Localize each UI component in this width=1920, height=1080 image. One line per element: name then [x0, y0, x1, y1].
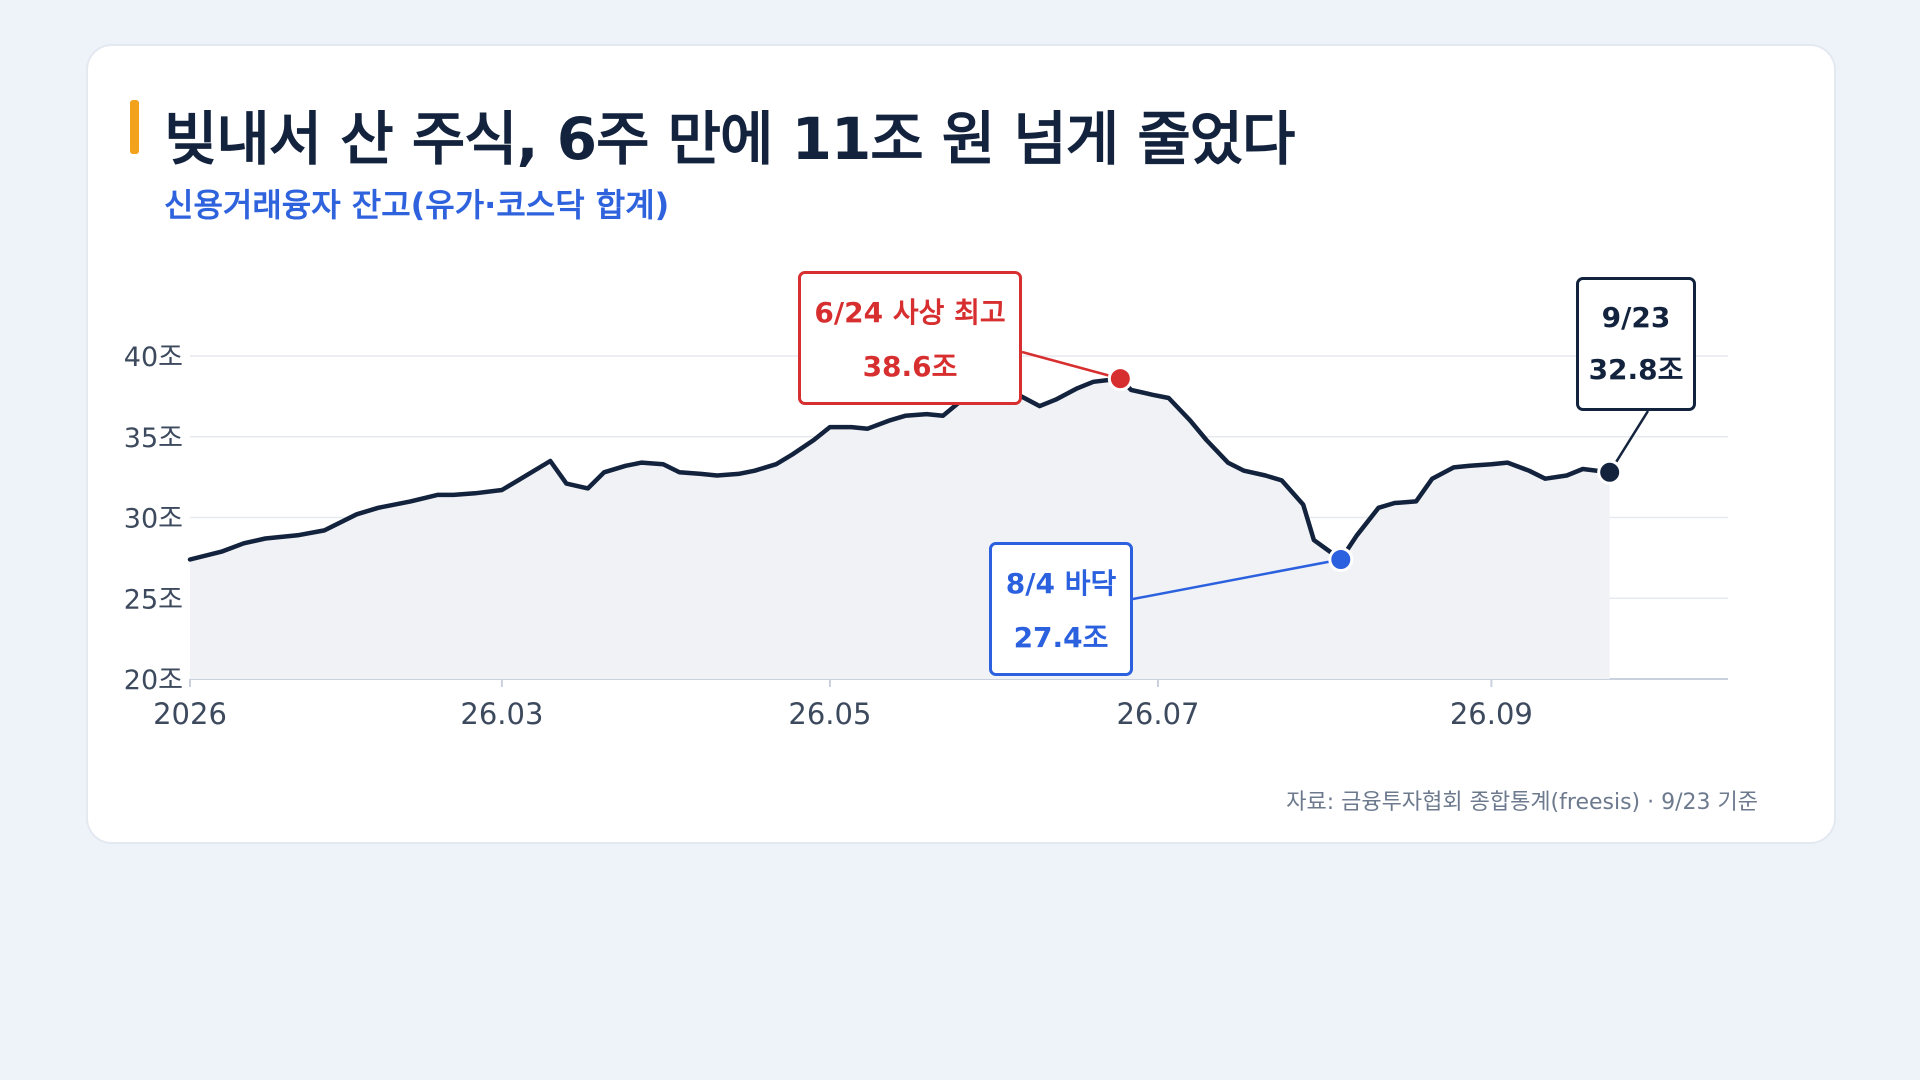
- y-tick-label: 35조: [124, 423, 183, 454]
- x-tick-label: 26.05: [788, 697, 871, 731]
- x-tick-label: 26.03: [460, 697, 543, 731]
- x-tick-label: 26.07: [1116, 697, 1199, 731]
- title-accent-bar: [130, 100, 139, 154]
- low-marker-point: [1328, 546, 1354, 572]
- peak-callout-label: 6/24 사상 최고: [814, 296, 1006, 329]
- peak-marker-point: [1107, 366, 1133, 392]
- latest-callout: 9/23 32.8조: [1576, 277, 1696, 411]
- low-callout: 8/4 바닥 27.4조: [989, 542, 1133, 676]
- y-tick-label: 40조: [124, 342, 183, 373]
- x-tick-label: 2026: [153, 697, 227, 731]
- latest-callout-value: 32.8조: [1588, 352, 1684, 386]
- peak-callout-value: 38.6조: [862, 350, 958, 383]
- source-note: 자료: 금융투자협회 종합통계(freesis) · 9/23 기준: [1286, 790, 1758, 815]
- chart-subtitle: 신용거래융자 잔고(유가·코스닥 합계): [164, 186, 670, 224]
- low-callout-value: 27.4조: [1013, 621, 1109, 654]
- low-connector-line: [1132, 558, 1342, 601]
- last-marker-point: [1597, 459, 1623, 485]
- peak-callout: 6/24 사상 최고 38.6조: [798, 271, 1022, 405]
- series-line: [187, 376, 1612, 562]
- low-callout-label: 8/4 바닥: [1005, 567, 1117, 600]
- y-tick-label: 30조: [124, 504, 183, 535]
- y-tick-label: 25조: [124, 584, 183, 615]
- series-area: [190, 378, 1610, 679]
- y-tick-label: 20조: [124, 665, 183, 696]
- x-tick-label: 26.09: [1450, 697, 1533, 731]
- latest-callout-label: 9/23: [1601, 300, 1671, 334]
- chart-title: 빚내서 산 주식, 6주 만에 11조 원 넘게 줄었다: [164, 105, 1295, 173]
- peak-connector-line: [1021, 350, 1121, 380]
